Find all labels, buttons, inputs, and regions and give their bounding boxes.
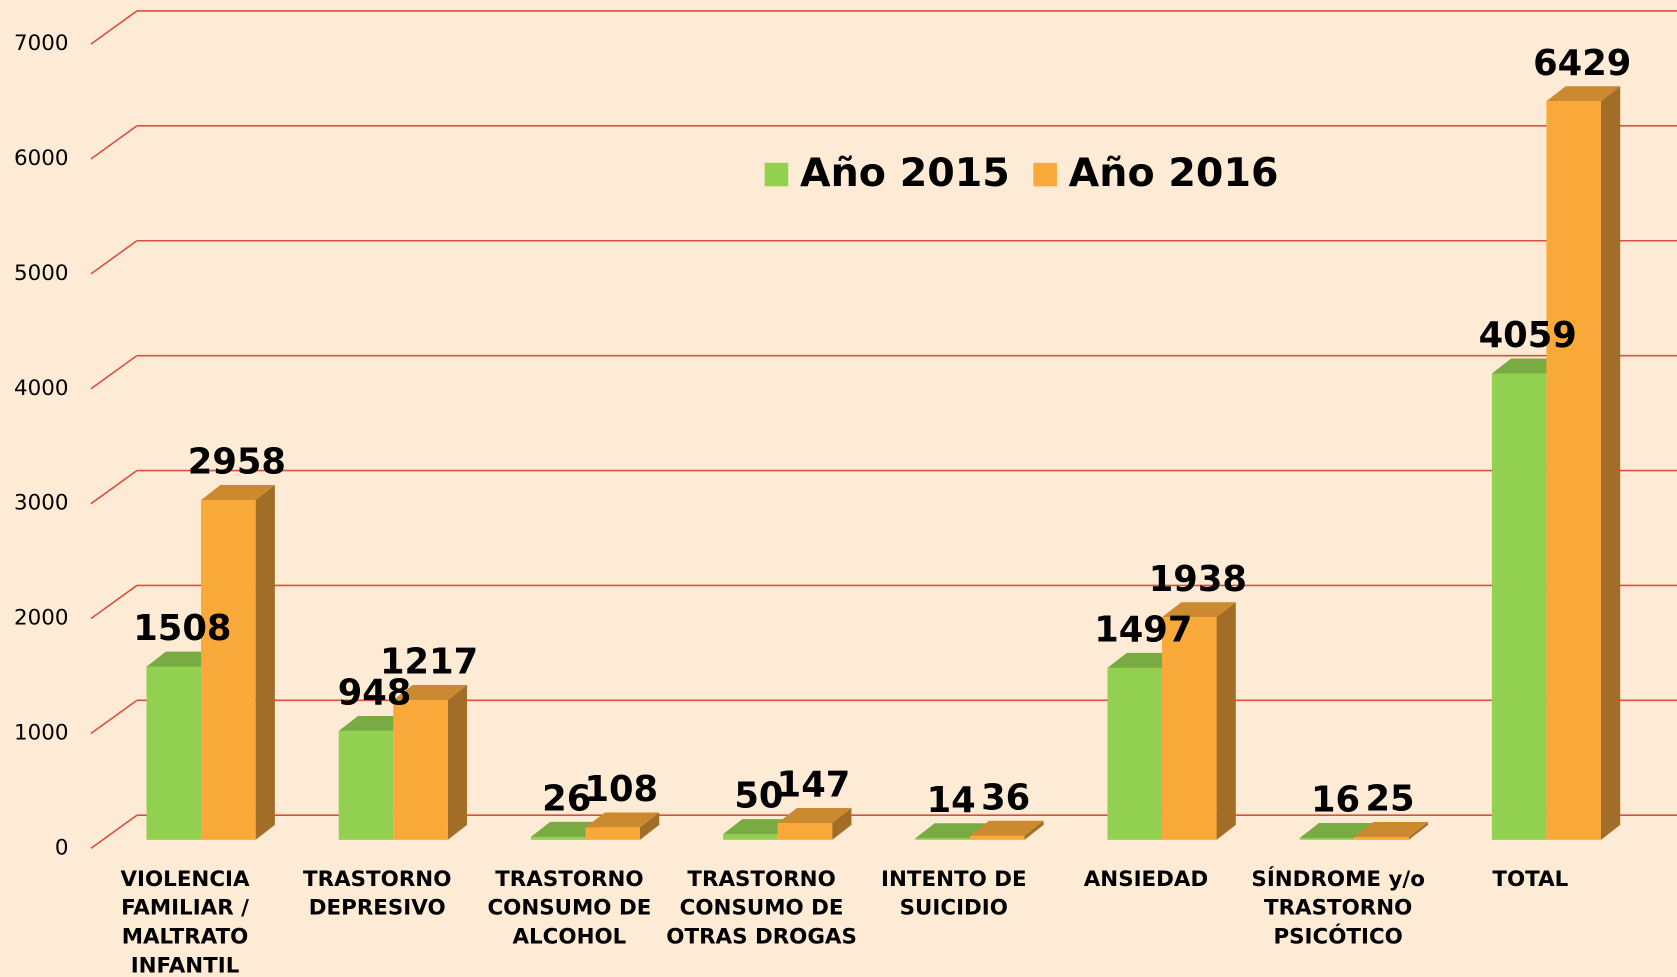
legend-label: Año 2015 bbox=[800, 150, 1010, 196]
value-label: 25 bbox=[1365, 779, 1414, 820]
grid-line bbox=[90, 10, 138, 45]
bar-top bbox=[1299, 823, 1374, 838]
legend-swatch bbox=[1033, 162, 1057, 187]
bar-top bbox=[1354, 821, 1429, 837]
x-label-box: VIOLENCIA FAMILIAR / MALTRATO INFANTIL bbox=[120, 865, 250, 977]
bar bbox=[723, 834, 778, 840]
grid-line bbox=[90, 699, 138, 735]
x-label-box: TRASTORNO CONSUMO DE OTRAS DROGAS bbox=[666, 865, 857, 949]
bar-side bbox=[255, 484, 275, 840]
bar bbox=[585, 827, 640, 840]
x-label-box: INTENTO DE SUICIDIO bbox=[881, 865, 1027, 921]
grid-line bbox=[90, 355, 138, 390]
bar bbox=[530, 836, 586, 840]
y-tick-label: 0 bbox=[55, 835, 69, 860]
bar bbox=[201, 499, 256, 840]
value-label: 4059 bbox=[1479, 315, 1577, 356]
y-tick-label: 3000 bbox=[14, 491, 68, 516]
x-tick-label: TOTAL bbox=[1492, 865, 1569, 892]
value-label: 2958 bbox=[188, 442, 286, 483]
bar bbox=[146, 666, 202, 840]
value-label: 1508 bbox=[133, 608, 231, 649]
value-label: 36 bbox=[981, 777, 1030, 818]
value-label: 1217 bbox=[380, 642, 478, 683]
value-label: 1938 bbox=[1149, 559, 1247, 600]
bar-top bbox=[1546, 86, 1621, 102]
x-label-box: TRASTORNO DEPRESIVO bbox=[303, 865, 452, 921]
value-label: 147 bbox=[777, 765, 851, 806]
bar bbox=[1162, 617, 1217, 840]
bar bbox=[338, 730, 394, 840]
bar bbox=[1299, 837, 1355, 840]
bar bbox=[915, 838, 970, 840]
y-tick-label: 5000 bbox=[14, 261, 68, 286]
y-tick-label: 2000 bbox=[14, 606, 68, 631]
x-tick-label: VIOLENCIA FAMILIAR / MALTRATO INFANTIL bbox=[120, 865, 250, 977]
bar bbox=[1107, 667, 1163, 840]
y-tick-label: 1000 bbox=[14, 720, 68, 745]
x-tick-label: SÍNDROME y/o TRASTORNO PSICÓTICO bbox=[1251, 865, 1425, 949]
bar-top bbox=[969, 820, 1044, 836]
legend-label: Año 2016 bbox=[1069, 150, 1279, 196]
value-label: 948 bbox=[338, 673, 412, 714]
bar-top bbox=[393, 685, 468, 701]
bar-side bbox=[1600, 86, 1621, 840]
bar bbox=[1546, 101, 1601, 840]
bar bbox=[1354, 836, 1409, 840]
bar bbox=[969, 835, 1025, 840]
bar-side bbox=[639, 812, 660, 840]
bar bbox=[1491, 373, 1547, 840]
bar-top bbox=[585, 812, 660, 828]
bar-side bbox=[447, 685, 468, 840]
value-label: 14 bbox=[927, 780, 976, 821]
bar-side bbox=[832, 807, 852, 840]
bar-top bbox=[777, 807, 852, 823]
grid-line bbox=[90, 469, 138, 505]
value-label: 50 bbox=[734, 776, 783, 817]
grid-line bbox=[90, 584, 138, 620]
bar-side bbox=[1216, 602, 1236, 840]
x-label-box: TRASTORNO CONSUMO DE ALCOHOL bbox=[487, 865, 652, 949]
bar-side bbox=[1024, 820, 1044, 840]
y-tick-label: 6000 bbox=[14, 146, 68, 171]
x-tick-label: INTENTO DE SUICIDIO bbox=[881, 865, 1027, 921]
bar-top bbox=[1162, 602, 1236, 618]
value-label: 26 bbox=[542, 778, 591, 819]
bar-top bbox=[201, 484, 275, 500]
x-tick-label: ANSIEDAD bbox=[1083, 865, 1209, 892]
value-label: 1497 bbox=[1094, 609, 1192, 650]
grid-line bbox=[90, 814, 138, 850]
bar-side bbox=[1408, 821, 1429, 840]
x-tick-label: TRASTORNO DEPRESIVO bbox=[303, 865, 452, 921]
x-label-box: TOTAL bbox=[1492, 865, 1569, 892]
value-label: 16 bbox=[1311, 780, 1360, 821]
grid-line bbox=[90, 125, 138, 160]
x-tick-label: TRASTORNO CONSUMO DE ALCOHOL bbox=[487, 865, 652, 949]
value-label: 108 bbox=[584, 769, 658, 810]
y-tick-label: 7000 bbox=[14, 31, 68, 56]
grid-line bbox=[90, 240, 138, 275]
bar-top bbox=[915, 823, 990, 839]
bar bbox=[777, 822, 833, 840]
x-label-box: ANSIEDAD bbox=[1083, 865, 1209, 892]
y-tick-label: 4000 bbox=[14, 376, 68, 401]
x-tick-label: TRASTORNO CONSUMO DE OTRAS DROGAS bbox=[666, 865, 857, 949]
x-label-box: SÍNDROME y/o TRASTORNO PSICÓTICO bbox=[1251, 865, 1425, 949]
legend-swatch bbox=[764, 162, 789, 187]
value-label: 6429 bbox=[1533, 43, 1631, 84]
bar bbox=[393, 700, 448, 840]
